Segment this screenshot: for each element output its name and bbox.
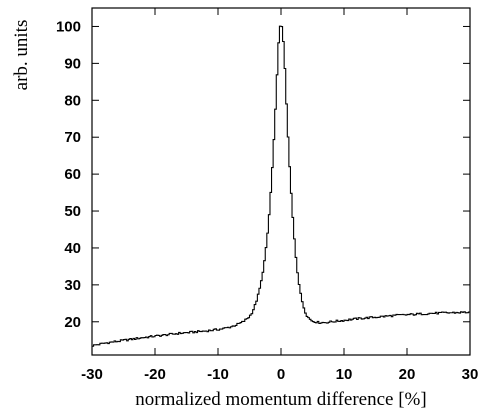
series-group bbox=[92, 25, 470, 347]
y-tick-label: 60 bbox=[64, 166, 81, 183]
y-tick-label: 70 bbox=[64, 129, 81, 146]
x-tick-label: 10 bbox=[336, 366, 353, 383]
data-series-line bbox=[92, 25, 470, 347]
axis-ticks bbox=[91, 8, 471, 355]
x-tick-label: -10 bbox=[207, 366, 229, 383]
x-tick-label: 20 bbox=[399, 366, 416, 383]
y-tick-label: 30 bbox=[64, 277, 81, 294]
x-tick-label: 0 bbox=[277, 366, 285, 383]
y-tick-label: 90 bbox=[64, 55, 81, 72]
x-tick-label: -30 bbox=[81, 366, 103, 383]
y-tick-label: 80 bbox=[64, 92, 81, 109]
x-tick-label: -20 bbox=[144, 366, 166, 383]
axis-tick-labels: -30 -20 -10 0 10 20 30 20 30 40 50 60 70 80 90 100 bbox=[56, 18, 478, 383]
x-tick-label: 30 bbox=[462, 366, 479, 383]
y-tick-label: 40 bbox=[64, 240, 81, 257]
y-axis-title: arb. units bbox=[11, 20, 32, 91]
y-tick-label: 100 bbox=[56, 18, 81, 35]
y-tick-label: 20 bbox=[64, 314, 81, 331]
plot-frame bbox=[91, 7, 471, 356]
x-axis-title: normalized momentum difference [%] bbox=[135, 389, 426, 410]
y-tick-label: 50 bbox=[64, 203, 81, 220]
